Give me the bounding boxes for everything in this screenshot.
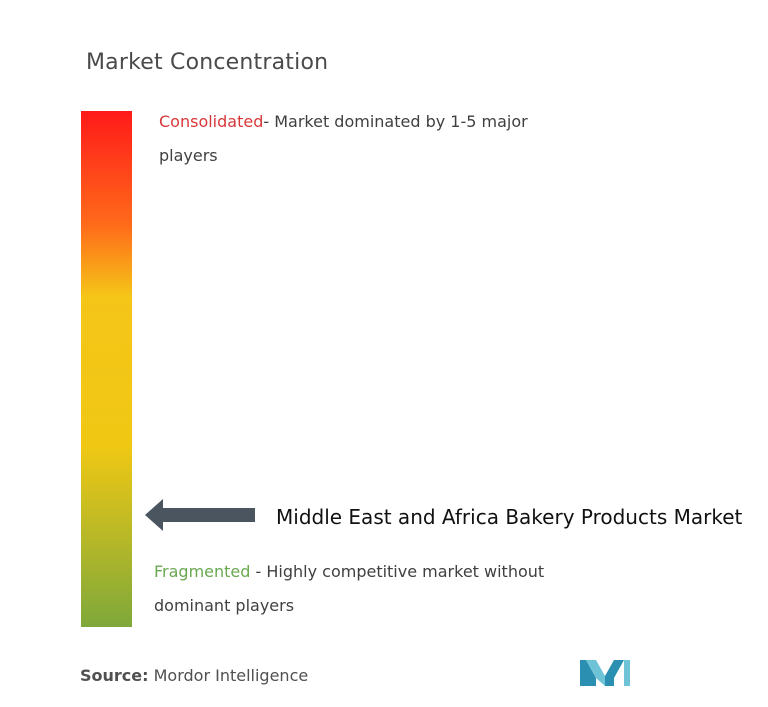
- concentration-gradient-bar: [81, 111, 132, 627]
- source-text: Mordor Intelligence: [148, 666, 309, 685]
- source-line: Source: Mordor Intelligence: [80, 666, 308, 685]
- fragmented-description: Fragmented - Highly competitive market w…: [154, 555, 574, 623]
- chart-title: Market Concentration: [86, 50, 329, 75]
- mordor-intelligence-logo-icon: [580, 660, 630, 686]
- fragmented-label: Fragmented: [154, 562, 251, 581]
- source-label: Source:: [80, 666, 149, 685]
- consolidated-description: Consolidated- Market dominated by 1-5 ma…: [159, 105, 559, 173]
- fragmented-text: - Highly competitive market without domi…: [154, 562, 545, 615]
- consolidated-label: Consolidated: [159, 112, 264, 131]
- market-position-arrow: [145, 499, 255, 531]
- market-name-label: Middle East and Africa Bakery Products M…: [276, 505, 743, 529]
- consolidated-text: - Market dominated by 1-5 major players: [159, 112, 528, 165]
